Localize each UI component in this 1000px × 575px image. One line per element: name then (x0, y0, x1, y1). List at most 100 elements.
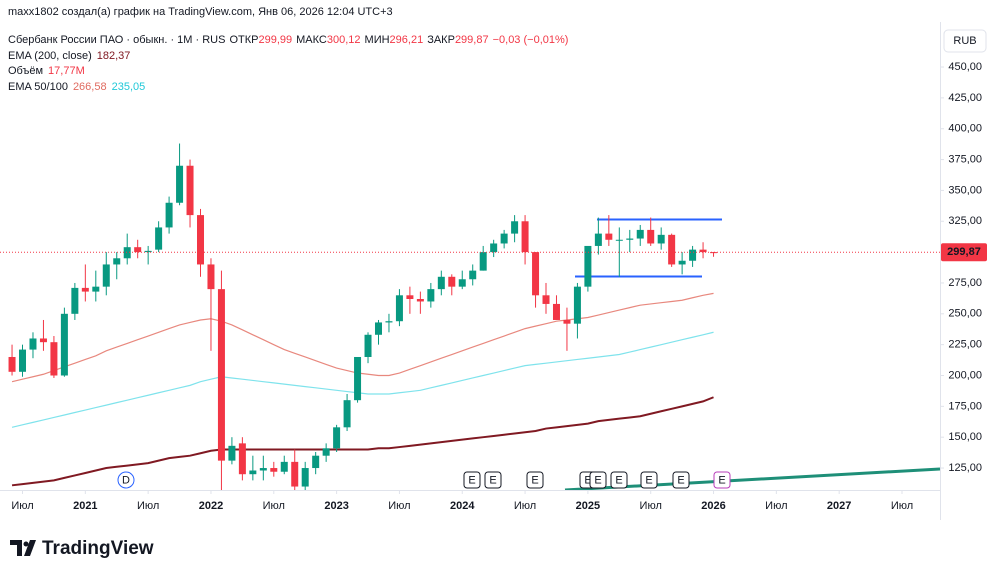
ema-line (11, 292, 714, 383)
logo: TradingView (10, 538, 154, 559)
value: 299,99 (258, 34, 292, 46)
x-tick-label: Июл (137, 500, 159, 512)
candle-body (458, 279, 466, 287)
candle-body (406, 295, 414, 299)
candle-body (343, 400, 351, 428)
legend-line: Сбербанк России ПАО · обыкн. · 1M · RUS О… (8, 34, 568, 46)
candle-body (39, 338, 47, 343)
y-tick-label: 175,00 (948, 400, 982, 412)
candle-body (469, 270, 477, 280)
x-tick-label: Июл (388, 500, 410, 512)
candle-body (552, 303, 560, 320)
event-label: E (531, 474, 538, 486)
candle-body (678, 260, 686, 265)
candle-body (165, 202, 173, 228)
candle-body (563, 319, 571, 324)
label: МИН (365, 34, 390, 46)
candle-body (710, 252, 718, 254)
candle-body (50, 342, 58, 376)
label: EMA 50/100 (8, 81, 68, 93)
event-marker (640, 471, 658, 489)
candle-body (176, 165, 184, 203)
candle-body (19, 349, 27, 372)
y-tick-label: 125,00 (948, 462, 982, 474)
label: ЗАКР (427, 34, 455, 46)
candle-body (699, 249, 707, 253)
event-label: D (122, 474, 130, 486)
value: 296,21 (390, 34, 424, 46)
candle-body (155, 227, 163, 250)
candle-body (259, 468, 267, 471)
value: 235,05 (112, 81, 146, 93)
ema-line (11, 331, 714, 428)
candle-body (102, 264, 110, 287)
candle-body (521, 221, 529, 253)
candle-body (416, 298, 424, 302)
value: 299,87 (455, 34, 489, 46)
y-tick-label: 150,00 (948, 431, 982, 443)
author-line: maxx1802 создал(а) график на TradingView… (8, 6, 393, 18)
value: 17,77M (48, 65, 85, 77)
trend-line (564, 467, 940, 490)
event-marker (610, 471, 628, 489)
x-tick-label: 2027 (827, 500, 851, 512)
candle-body (270, 468, 278, 472)
candle-body (615, 239, 623, 241)
y-tick-label: 350,00 (948, 184, 982, 196)
candle-body (113, 258, 121, 265)
candle-body (511, 221, 519, 234)
x-tick-label: Июл (765, 500, 787, 512)
candle-body (636, 229, 644, 239)
currency-button[interactable] (943, 29, 987, 53)
last-price-tag (941, 243, 987, 262)
candle-body (60, 313, 68, 376)
x-tick-label: 2023 (324, 500, 348, 512)
event-marker (526, 471, 544, 489)
logo-dot (23, 541, 29, 547)
legend: Сбербанк России ПАО · обыкн. · 1M · RUS О… (8, 34, 568, 93)
candle-body (8, 356, 16, 372)
candle-body (448, 276, 456, 287)
candle-body (228, 445, 236, 461)
candle-body (490, 243, 498, 253)
event-label: E (645, 474, 652, 486)
candle-body (197, 215, 205, 265)
event-marker (713, 471, 731, 489)
candle-body (29, 338, 37, 350)
candle-body (542, 295, 550, 304)
y-tick-label: 450,00 (948, 61, 982, 73)
candle-body (573, 286, 581, 324)
event-label: E (594, 474, 601, 486)
value: 300,12 (327, 34, 361, 46)
event-marker (463, 471, 481, 489)
candle-body (71, 287, 79, 314)
candle-body (301, 468, 309, 487)
candle-body (291, 461, 299, 487)
event-label: E (677, 474, 684, 486)
event-label: E (615, 474, 622, 486)
change: −0,03 (−0,01%) (493, 34, 569, 46)
plot (8, 143, 940, 490)
last-price-label: 299,87 (947, 246, 981, 258)
y-tick-label: 225,00 (948, 339, 982, 351)
candle-body (123, 247, 131, 259)
candle-body (312, 455, 320, 469)
y-tick-label: 200,00 (948, 369, 982, 381)
currency[interactable]: RUB (953, 35, 976, 47)
legend-line: Объём 17,77M (8, 65, 85, 77)
candle-body (134, 247, 142, 253)
candle-body (144, 250, 152, 253)
x-tick-label: 2026 (701, 500, 725, 512)
y-tick-label: 400,00 (948, 123, 982, 135)
x-tick-label: Июл (11, 500, 33, 512)
candle-body (605, 233, 613, 240)
y-tick-label: 425,00 (948, 92, 982, 104)
x-tick-label: Июл (514, 500, 536, 512)
label: ОТКР (229, 34, 258, 46)
candle-body (647, 229, 655, 244)
candle-body (427, 289, 435, 302)
x-tick-label: 2024 (450, 500, 475, 512)
event-label: E (718, 474, 725, 486)
x-tick-label: 2025 (576, 500, 600, 512)
